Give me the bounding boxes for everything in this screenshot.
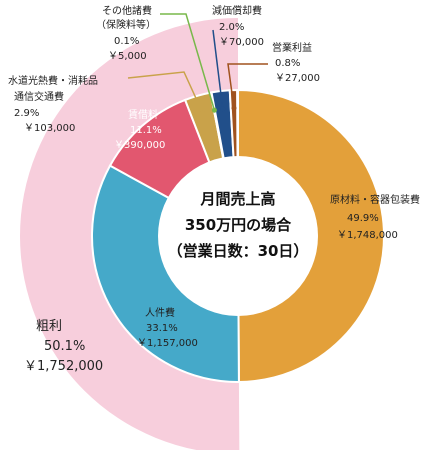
slice-label-materials-amount: ￥1,748,000 — [337, 230, 398, 241]
leader-lines — [127, 13, 268, 116]
slice-label-other-percent: 0.1% — [114, 36, 139, 47]
outer-label-gross-profit-amount: ￥1,752,000 — [24, 359, 103, 374]
outer-label-gross-profit-percent: 50.1% — [44, 339, 85, 354]
outer-label-gross-profit-name: 粗利 — [36, 319, 62, 334]
leader-dot-3 — [200, 110, 206, 116]
outer-ring-arc — [20, 18, 240, 450]
slice-label-labor-percent: 33.1% — [146, 323, 178, 334]
leader-line-6 — [227, 63, 268, 109]
slice-label-rent-amount: ￥390,000 — [114, 140, 165, 151]
slice-label-depreciation-percent: 2.0% — [219, 22, 244, 33]
leader-line-5 — [212, 29, 224, 110]
slice-label-utilities-name-1: 水道光熱費・消耗品 — [8, 74, 98, 87]
slice-label-operating-profit-amount: ￥27,000 — [275, 73, 320, 84]
slice-label-rent-percent: 11.1% — [130, 125, 162, 136]
slice-label-depreciation-name: 減価償却費 — [212, 4, 262, 17]
leader-line-3 — [127, 71, 204, 114]
slice-label-other-name-2: （保険料等） — [96, 18, 156, 31]
slice-label-materials-name: 原材料・容器包装費 — [330, 193, 420, 206]
slice-label-utilities-name-2: 通信交通費 — [14, 90, 64, 103]
leader-dot-6 — [231, 105, 237, 111]
slice-label-utilities-amount: ￥103,000 — [24, 123, 75, 134]
leader-dot-4 — [211, 107, 217, 113]
leader-line-4 — [160, 13, 216, 111]
slice-label-depreciation-amount: ￥70,000 — [219, 37, 264, 48]
outer-ring-gross-profit — [20, 18, 240, 450]
slice-label-operating-profit-percent: 0.8% — [275, 58, 300, 69]
slice-label-utilities-percent: 2.9% — [14, 108, 39, 119]
center-text-line-1: 月間売上高 — [199, 190, 275, 208]
slice-label-materials-percent: 49.9% — [347, 213, 379, 224]
slice-label-other-name-1: その他諸費 — [102, 4, 152, 17]
leader-dot-5 — [220, 106, 226, 112]
slice-label-rent-name: 賃借料 — [128, 108, 158, 121]
slice-label-other-amount: ￥5,000 — [108, 51, 147, 62]
center-text-line-3: （営業日数：30日） — [168, 242, 309, 260]
slice-label-operating-profit-name: 営業利益 — [272, 41, 312, 54]
center-text-line-2: 350万円の場合 — [185, 216, 292, 234]
slice-label-labor-amount: ￥1,157,000 — [137, 338, 198, 349]
center-disc — [158, 156, 318, 316]
slice-label-labor-name: 人件費 — [145, 306, 175, 319]
